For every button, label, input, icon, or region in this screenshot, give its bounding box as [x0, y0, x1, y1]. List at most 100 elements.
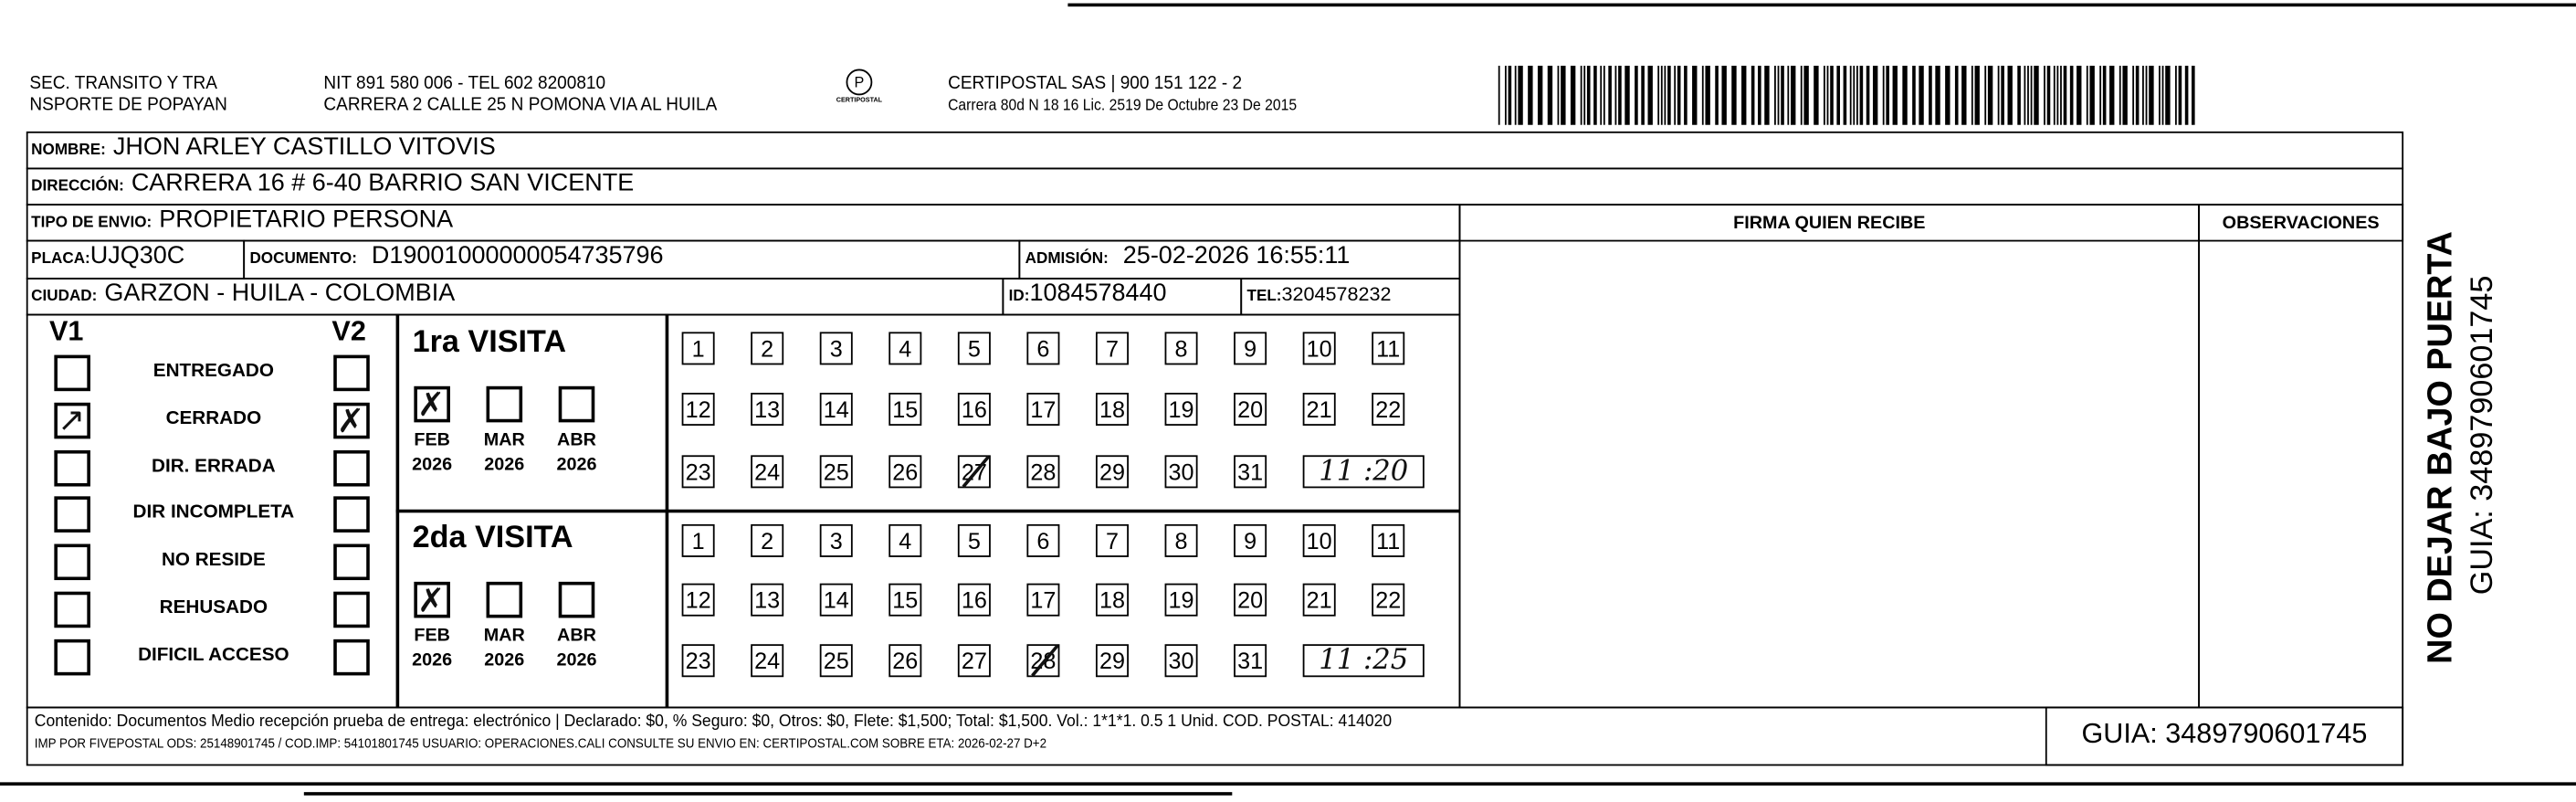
- day-box[interactable]: 10: [1302, 332, 1336, 365]
- day-box[interactable]: 10: [1302, 523, 1336, 557]
- day-box[interactable]: 23: [681, 644, 715, 678]
- day-box[interactable]: 31: [1234, 455, 1267, 489]
- month-checkbox[interactable]: [558, 385, 595, 423]
- v1-checkbox[interactable]: [54, 638, 90, 676]
- day-box[interactable]: 5: [957, 332, 991, 365]
- v1-checkbox[interactable]: ↗: [54, 402, 90, 438]
- barcode-bar: [1758, 65, 1761, 125]
- day-box[interactable]: 9: [1234, 332, 1267, 365]
- check-mark-icon: ✗: [416, 384, 446, 425]
- visit-time[interactable]: 11 :25: [1302, 644, 1425, 678]
- barcode-bar: [1997, 65, 2000, 125]
- day-box[interactable]: 28: [1026, 455, 1060, 489]
- v1-checkbox[interactable]: [54, 497, 90, 533]
- month-checkbox[interactable]: ✗: [414, 384, 450, 425]
- day-box[interactable]: 27: [957, 644, 991, 678]
- day-box[interactable]: 20: [1234, 392, 1267, 426]
- day-box[interactable]: 7: [1095, 523, 1129, 557]
- v2-checkbox[interactable]: [333, 638, 370, 676]
- day-box[interactable]: 16: [957, 392, 991, 426]
- day-box[interactable]: 1: [681, 523, 715, 557]
- day-box[interactable]: 12: [681, 583, 715, 617]
- day-box[interactable]: 5: [957, 523, 991, 557]
- day-box[interactable]: 26: [888, 455, 922, 489]
- day-box[interactable]: 16: [957, 583, 991, 617]
- v2-checkbox[interactable]: [333, 497, 370, 533]
- day-box[interactable]: 3: [819, 523, 853, 557]
- barcode-bar: [1853, 65, 1856, 125]
- day-box[interactable]: 25: [819, 644, 853, 678]
- v2-checkbox[interactable]: [333, 449, 370, 486]
- day-box[interactable]: 28: [1026, 644, 1060, 678]
- day-box[interactable]: 30: [1164, 455, 1198, 489]
- month-checkbox[interactable]: [486, 581, 523, 618]
- day-box[interactable]: 21: [1302, 583, 1336, 617]
- day-box[interactable]: 3: [819, 332, 853, 365]
- day-box[interactable]: 6: [1026, 332, 1060, 365]
- day-box[interactable]: 14: [819, 392, 853, 426]
- day-box[interactable]: 7: [1095, 332, 1129, 365]
- day-box[interactable]: 22: [1372, 583, 1405, 617]
- day-box[interactable]: 12: [681, 392, 715, 426]
- v2-checkbox[interactable]: ✗: [333, 402, 370, 438]
- day-box[interactable]: 24: [751, 644, 784, 678]
- day-box[interactable]: 27: [957, 455, 991, 489]
- day-box[interactable]: 29: [1095, 455, 1129, 489]
- day-box[interactable]: 14: [819, 583, 853, 617]
- day-box[interactable]: 22: [1372, 392, 1405, 426]
- day-box[interactable]: 13: [751, 392, 784, 426]
- day-box[interactable]: 19: [1164, 392, 1198, 426]
- day-box[interactable]: 26: [888, 644, 922, 678]
- day-box[interactable]: 17: [1026, 392, 1060, 426]
- day-box[interactable]: 4: [888, 523, 922, 557]
- visit-time[interactable]: 11 :20: [1302, 455, 1425, 489]
- barcode-bar: [1882, 65, 1885, 125]
- month-checkbox[interactable]: ✗: [414, 581, 450, 618]
- v1-checkbox[interactable]: [54, 354, 90, 392]
- day-box[interactable]: 15: [888, 392, 922, 426]
- status-label: REHUSADO: [159, 597, 268, 618]
- day-box[interactable]: 8: [1164, 332, 1198, 365]
- barcode-bar: [1641, 65, 1645, 125]
- day-box[interactable]: 24: [751, 455, 784, 489]
- id-cell: ID:1084578440: [1002, 278, 1243, 316]
- barcode-bar: [1583, 65, 1586, 125]
- day-box[interactable]: 15: [888, 583, 922, 617]
- day-box[interactable]: 19: [1164, 583, 1198, 617]
- barcode-bar: [1547, 65, 1553, 125]
- tipo-label: TIPO DE ENVIO:: [31, 213, 152, 232]
- day-box[interactable]: 11: [1372, 332, 1405, 365]
- v1-checkbox[interactable]: [54, 591, 90, 628]
- day-box[interactable]: 18: [1095, 392, 1129, 426]
- day-box[interactable]: 4: [888, 332, 922, 365]
- day-box[interactable]: 20: [1234, 583, 1267, 617]
- day-box[interactable]: 31: [1234, 644, 1267, 678]
- day-box[interactable]: 2: [751, 332, 784, 365]
- v1-checkbox[interactable]: [54, 543, 90, 581]
- v2-checkbox[interactable]: [333, 591, 370, 628]
- day-box[interactable]: 8: [1164, 523, 1198, 557]
- barcode-bar: [1791, 65, 1796, 125]
- tel-label: TEL:: [1246, 287, 1282, 306]
- day-box[interactable]: 6: [1026, 523, 1060, 557]
- v1-checkbox[interactable]: [54, 449, 90, 486]
- day-box[interactable]: 30: [1164, 644, 1198, 678]
- day-box[interactable]: 21: [1302, 392, 1336, 426]
- month-checkbox[interactable]: [486, 385, 523, 423]
- day-box[interactable]: 18: [1095, 583, 1129, 617]
- observaciones-header: OBSERVACIONES: [2198, 204, 2404, 242]
- month-checkbox[interactable]: [558, 581, 595, 618]
- day-box[interactable]: 9: [1234, 523, 1267, 557]
- day-box[interactable]: 2: [751, 523, 784, 557]
- firma-column: [1458, 204, 2200, 709]
- barcode-bar: [2089, 65, 2095, 125]
- day-box[interactable]: 11: [1372, 523, 1405, 557]
- v2-checkbox[interactable]: [333, 543, 370, 581]
- day-box[interactable]: 23: [681, 455, 715, 489]
- v2-checkbox[interactable]: [333, 354, 370, 392]
- day-box[interactable]: 25: [819, 455, 853, 489]
- day-box[interactable]: 1: [681, 332, 715, 365]
- day-box[interactable]: 17: [1026, 583, 1060, 617]
- day-box[interactable]: 29: [1095, 644, 1129, 678]
- day-box[interactable]: 13: [751, 583, 784, 617]
